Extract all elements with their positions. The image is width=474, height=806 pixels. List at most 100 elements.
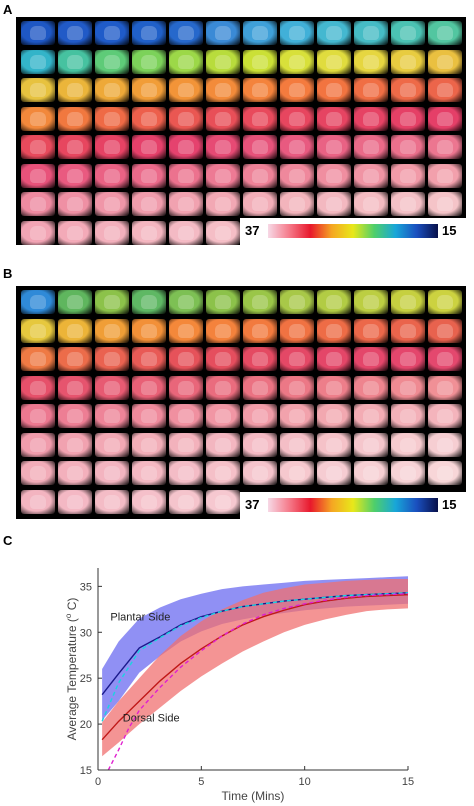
panel-b-thermal-image — [354, 290, 388, 314]
panel-a-thermal-image — [354, 192, 388, 216]
panel-a-thermal-image — [206, 135, 240, 159]
panel-b-thermal-image — [391, 432, 425, 457]
panel-b-thermal-image — [428, 461, 462, 485]
panel-a-thermal-image — [206, 49, 240, 74]
panel-b-thermal-image — [280, 461, 314, 485]
panel-b-thermal-image — [132, 461, 166, 485]
panel-a-thermal-image — [132, 49, 166, 74]
panel-a-thermal-image — [58, 220, 92, 245]
panel-b-thermal-image — [280, 404, 314, 428]
panel-a-thermal-image — [317, 163, 351, 188]
panel-a-thermal-image — [354, 21, 388, 45]
panel-a-thermal-image — [169, 135, 203, 159]
panel-b-thermal-image — [132, 318, 166, 343]
panel-a-thermal-image — [21, 49, 55, 74]
panel-a-thermal-image — [428, 192, 462, 216]
series-2-line — [101, 593, 409, 741]
panel-b-thermal-image — [354, 318, 388, 343]
panel-a-thermal-image — [95, 21, 129, 45]
panel-a-thermal-image — [58, 21, 92, 45]
panel-b-thermal-image — [243, 347, 277, 371]
panel-b-thermal-image — [95, 347, 129, 371]
panel-a-thermal-image — [169, 21, 203, 45]
annotation-dorsal-side: Dorsal Side — [123, 712, 180, 724]
panel-b-thermal-image — [391, 461, 425, 485]
panel-b-thermal-image — [317, 318, 351, 343]
panel-b-thermal-image — [132, 347, 166, 371]
panel-a-thermal-image — [58, 192, 92, 216]
panel-b-thermal-image — [95, 318, 129, 343]
panel-a-thermal-image — [132, 192, 166, 216]
panel-a-thermal-image — [169, 192, 203, 216]
series-2-confidence-band — [102, 579, 408, 757]
panel-b-thermal-image — [21, 404, 55, 428]
panel-b-thermal-image — [58, 404, 92, 428]
panel-a-thermal-image — [243, 106, 277, 131]
panel-b-thermal-image — [317, 290, 351, 314]
y-tick-label: 15 — [80, 765, 92, 777]
panel-a-thermal-image — [280, 163, 314, 188]
panel-a-thermal-image — [206, 21, 240, 45]
panel-b-thermal-image — [206, 375, 240, 400]
y-tick-label: 20 — [80, 719, 92, 731]
panel-b-thermal-grid — [16, 286, 466, 519]
panel-a-label: A — [3, 2, 13, 17]
panel-b-colorbar-max-label: 15 — [442, 497, 457, 512]
x-tick-label: 15 — [402, 776, 414, 788]
panel-a-thermal-image — [58, 135, 92, 159]
panel-b-thermal-image — [428, 404, 462, 428]
panel-b-thermal-image — [280, 432, 314, 457]
panel-b-thermal-image — [169, 461, 203, 485]
panel-a-thermal-image — [391, 78, 425, 102]
panel-b-thermal-image — [132, 489, 166, 514]
panel-b-thermal-image — [58, 432, 92, 457]
panel-a-thermal-image — [95, 220, 129, 245]
panel-a-thermal-image — [95, 192, 129, 216]
panel-b-thermal-image — [58, 375, 92, 400]
temperature-chart: 0 5 10 15 15 20 25 30 35 Time (Mins) Average Tempe… — [64, 568, 414, 803]
panel-b-thermal-image — [206, 347, 240, 371]
panel-a-thermal-image — [428, 135, 462, 159]
panel-a-thermal-image — [206, 163, 240, 188]
panel-b-thermal-image — [354, 347, 388, 371]
panel-b-thermal-image — [21, 432, 55, 457]
x-tick-label: 10 — [299, 776, 311, 788]
panel-a-thermal-image — [428, 49, 462, 74]
panel-b-thermal-image — [169, 404, 203, 428]
panel-a-thermal-image — [132, 135, 166, 159]
panel-a-thermal-image — [243, 135, 277, 159]
panel-a-thermal-image — [243, 21, 277, 45]
panel-a-thermal-image — [95, 135, 129, 159]
panel-b-thermal-image — [391, 375, 425, 400]
panel-a-thermal-image — [132, 163, 166, 188]
panel-a-thermal-image — [243, 192, 277, 216]
panel-b-thermal-image — [132, 404, 166, 428]
panel-a-thermal-image — [21, 220, 55, 245]
panel-a-thermal-image — [317, 106, 351, 131]
panel-c-label: C — [3, 533, 13, 548]
panel-b-thermal-image — [243, 318, 277, 343]
panel-a-thermal-image — [354, 135, 388, 159]
panel-b-thermal-image — [354, 461, 388, 485]
panel-b-thermal-image — [354, 432, 388, 457]
x-tick-label: 5 — [198, 776, 204, 788]
panel-a-thermal-image — [428, 106, 462, 131]
panel-a-thermal-image — [95, 78, 129, 102]
panel-b-thermal-image — [132, 375, 166, 400]
panel-b-thermal-image — [243, 404, 277, 428]
panel-a-thermal-image — [317, 49, 351, 74]
panel-b-colorbar-gradient — [268, 498, 438, 512]
panel-a-thermal-image — [21, 135, 55, 159]
panel-b-thermal-image — [58, 290, 92, 314]
panel-b-thermal-image — [169, 432, 203, 457]
panel-b-thermal-image — [95, 461, 129, 485]
panel-a-thermal-image — [169, 49, 203, 74]
panel-b-thermal-image — [21, 347, 55, 371]
panel-a-thermal-image — [354, 163, 388, 188]
panel-b-thermal-image — [428, 432, 462, 457]
panel-b-thermal-image — [169, 375, 203, 400]
panel-b-thermal-image — [206, 318, 240, 343]
panel-a-thermal-image — [58, 78, 92, 102]
panel-a-thermal-image — [95, 106, 129, 131]
panel-a-thermal-image — [95, 163, 129, 188]
